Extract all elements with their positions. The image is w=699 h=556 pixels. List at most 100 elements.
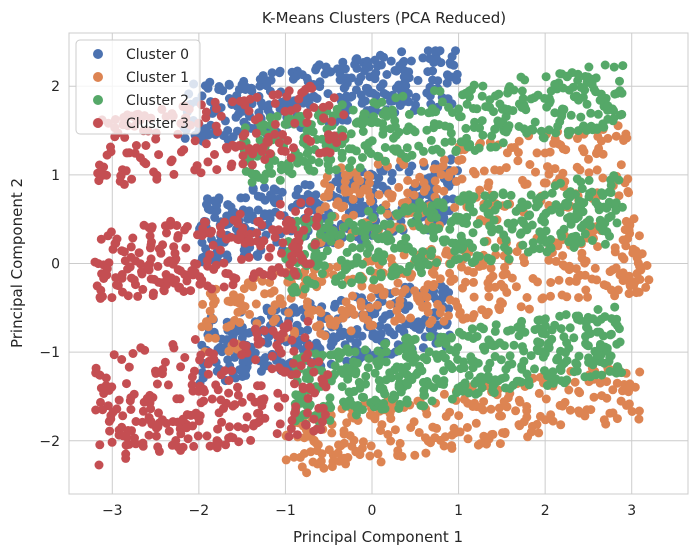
data-point [483,307,493,317]
data-point [159,285,169,295]
data-point [394,382,404,392]
data-point [495,411,504,421]
data-point [524,380,534,390]
data-point [453,383,463,393]
data-point [187,380,197,390]
data-point [616,160,626,170]
data-point [485,358,495,368]
data-point [304,341,314,351]
data-point [503,124,513,134]
data-point [182,423,191,433]
data-point [426,135,436,145]
data-point [357,281,367,291]
data-point [488,381,498,391]
data-point [332,262,342,272]
data-point [301,420,311,430]
data-point [394,404,404,413]
data-point [123,264,133,274]
data-point [338,63,348,73]
data-point [381,156,390,166]
data-point [216,229,226,238]
data-point [506,190,516,200]
data-point [472,332,482,341]
data-point [330,302,339,312]
data-point [445,224,455,234]
data-point [603,133,613,143]
data-point [509,85,519,95]
data-point [431,107,441,117]
data-point [289,346,299,356]
data-point [589,392,599,402]
data-point [365,451,375,461]
data-point [572,162,582,172]
data-point [239,96,249,106]
data-point [208,314,218,324]
data-point [403,176,413,185]
data-point [319,147,329,157]
data-point [407,218,417,228]
data-point [535,338,545,348]
data-point [237,397,247,407]
data-point [203,194,212,204]
data-point [208,240,218,250]
data-point [95,440,105,450]
data-point [260,183,269,193]
data-point [495,99,505,109]
data-point [519,346,529,356]
data-point [201,139,211,149]
data-point [357,120,367,130]
data-point [97,169,107,179]
data-point [385,219,395,229]
data-point [167,155,177,165]
data-point [253,205,263,215]
data-point [101,373,111,383]
data-point [246,435,256,445]
data-point [267,306,277,316]
data-point [605,352,615,362]
data-point [211,260,221,270]
data-point [431,46,440,56]
data-point [612,378,622,388]
data-point [186,286,196,296]
data-point [422,355,432,365]
data-point [280,393,290,403]
data-point [275,419,285,429]
data-point [119,247,129,257]
data-point [109,350,119,360]
data-point [642,261,652,270]
data-point [558,168,568,178]
data-point [400,203,410,213]
data-point [128,233,138,243]
data-point [237,350,247,360]
data-point [473,219,483,228]
data-point [454,112,464,122]
data-point [436,332,446,342]
data-point [334,353,344,363]
data-point [233,382,242,392]
data-point [138,417,147,427]
data-point [310,280,320,289]
data-point [522,179,532,189]
data-point [505,351,515,361]
data-point [253,408,262,418]
data-point [376,82,385,92]
data-point [565,212,575,222]
data-point [471,418,481,428]
data-point [363,363,373,373]
data-point [267,168,277,178]
data-point [452,75,462,85]
data-point [369,112,378,122]
data-point [228,97,238,107]
data-point [301,214,311,224]
data-point [331,274,341,284]
data-point [527,421,537,431]
data-point [423,436,433,446]
data-point [374,152,384,162]
data-point [418,247,428,257]
data-point [292,243,302,253]
data-point [364,206,373,216]
data-point [303,408,312,418]
data-point [382,209,392,219]
data-point [379,124,389,134]
data-point [118,411,128,421]
